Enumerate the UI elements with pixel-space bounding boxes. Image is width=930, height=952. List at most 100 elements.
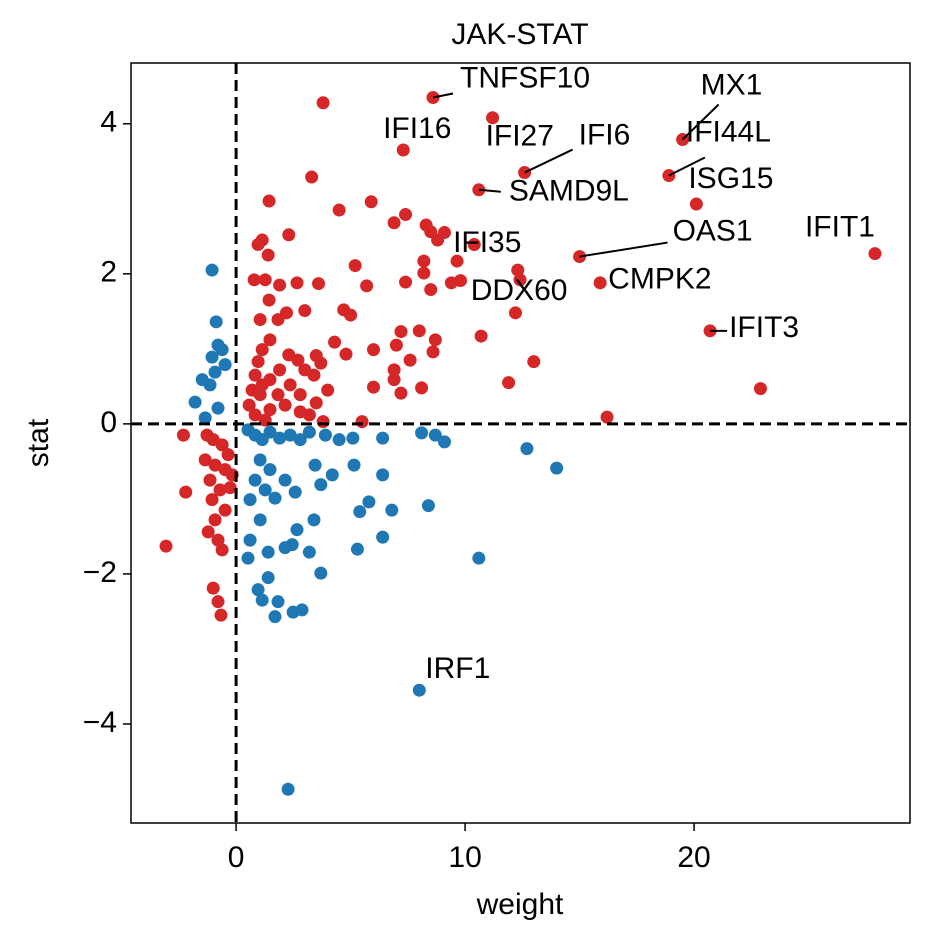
point: [201, 525, 215, 539]
point: [339, 347, 353, 361]
point: [290, 523, 304, 537]
y-tick-label: −2: [83, 556, 117, 589]
point: [205, 350, 219, 364]
point: [593, 276, 607, 290]
point: [179, 485, 193, 499]
annotation: IRF1: [425, 652, 490, 685]
point: [298, 363, 312, 377]
point: [248, 473, 262, 487]
point: [346, 431, 360, 445]
point: [208, 513, 222, 527]
point: [262, 194, 276, 208]
point: [261, 248, 275, 262]
point: [258, 273, 272, 287]
point: [251, 238, 265, 252]
point: [251, 355, 265, 369]
point: [288, 485, 302, 499]
point: [415, 426, 429, 440]
point: [242, 398, 256, 412]
point: [344, 308, 358, 322]
point: [312, 277, 326, 291]
point: [309, 396, 323, 410]
annotation-line: [681, 103, 720, 141]
point: [261, 545, 275, 559]
y-tick-label: 0: [100, 406, 117, 439]
point: [268, 491, 282, 505]
point: [347, 458, 361, 472]
point: [198, 453, 212, 467]
point: [417, 266, 431, 280]
point: [253, 388, 267, 402]
point: [308, 458, 322, 472]
point: [263, 425, 277, 439]
point: [206, 581, 220, 595]
point: [394, 386, 408, 400]
point: [295, 603, 309, 617]
point: [332, 203, 346, 217]
annotation: IFI6: [579, 118, 631, 151]
point: [298, 304, 312, 318]
point: [467, 238, 481, 252]
point: [211, 533, 225, 547]
point: [268, 610, 282, 624]
chart-title: JAK-STAT: [451, 18, 588, 51]
point: [159, 539, 173, 553]
point: [316, 415, 330, 429]
point: [508, 306, 522, 320]
point: [255, 593, 269, 607]
point: [198, 411, 212, 425]
point: [188, 395, 202, 409]
point: [428, 333, 442, 347]
point: [208, 458, 222, 472]
point: [412, 683, 426, 697]
point: [176, 428, 190, 442]
point: [550, 461, 564, 475]
point: [248, 408, 262, 422]
annotation-line: [478, 188, 501, 193]
point: [261, 571, 275, 585]
point: [271, 595, 285, 609]
point: [253, 513, 267, 527]
annotation: IFI27: [486, 120, 554, 153]
annotation: TNFSF10: [460, 61, 590, 94]
point: [248, 368, 262, 382]
point: [376, 530, 390, 544]
point: [307, 513, 321, 527]
point: [293, 433, 307, 447]
point: [348, 259, 362, 273]
point: [366, 380, 380, 394]
point: [283, 428, 297, 442]
point: [325, 468, 339, 482]
point: [511, 263, 525, 277]
point: [273, 278, 287, 292]
point: [215, 543, 229, 557]
point: [290, 276, 304, 290]
point: [302, 545, 316, 559]
point: [218, 358, 232, 372]
annotation: IFI16: [383, 112, 451, 145]
point: [321, 383, 335, 397]
point: [293, 388, 307, 402]
annotation-line: [432, 92, 454, 99]
point: [520, 442, 534, 456]
annotation-line: [524, 148, 574, 174]
point: [424, 283, 438, 297]
point: [258, 483, 272, 497]
annotation: DDX60: [471, 274, 568, 307]
point: [279, 306, 293, 320]
point: [255, 378, 269, 392]
point: [417, 254, 431, 268]
point: [273, 431, 287, 445]
point: [213, 483, 227, 497]
annotation-line: [668, 156, 706, 177]
point: [502, 376, 516, 390]
point: [302, 408, 316, 422]
y-tick-label: 2: [100, 256, 117, 289]
annotation: SAMD9L: [509, 175, 629, 208]
point: [394, 325, 408, 339]
point: [211, 401, 225, 415]
point: [309, 349, 323, 363]
point: [221, 448, 235, 462]
point: [431, 233, 445, 247]
